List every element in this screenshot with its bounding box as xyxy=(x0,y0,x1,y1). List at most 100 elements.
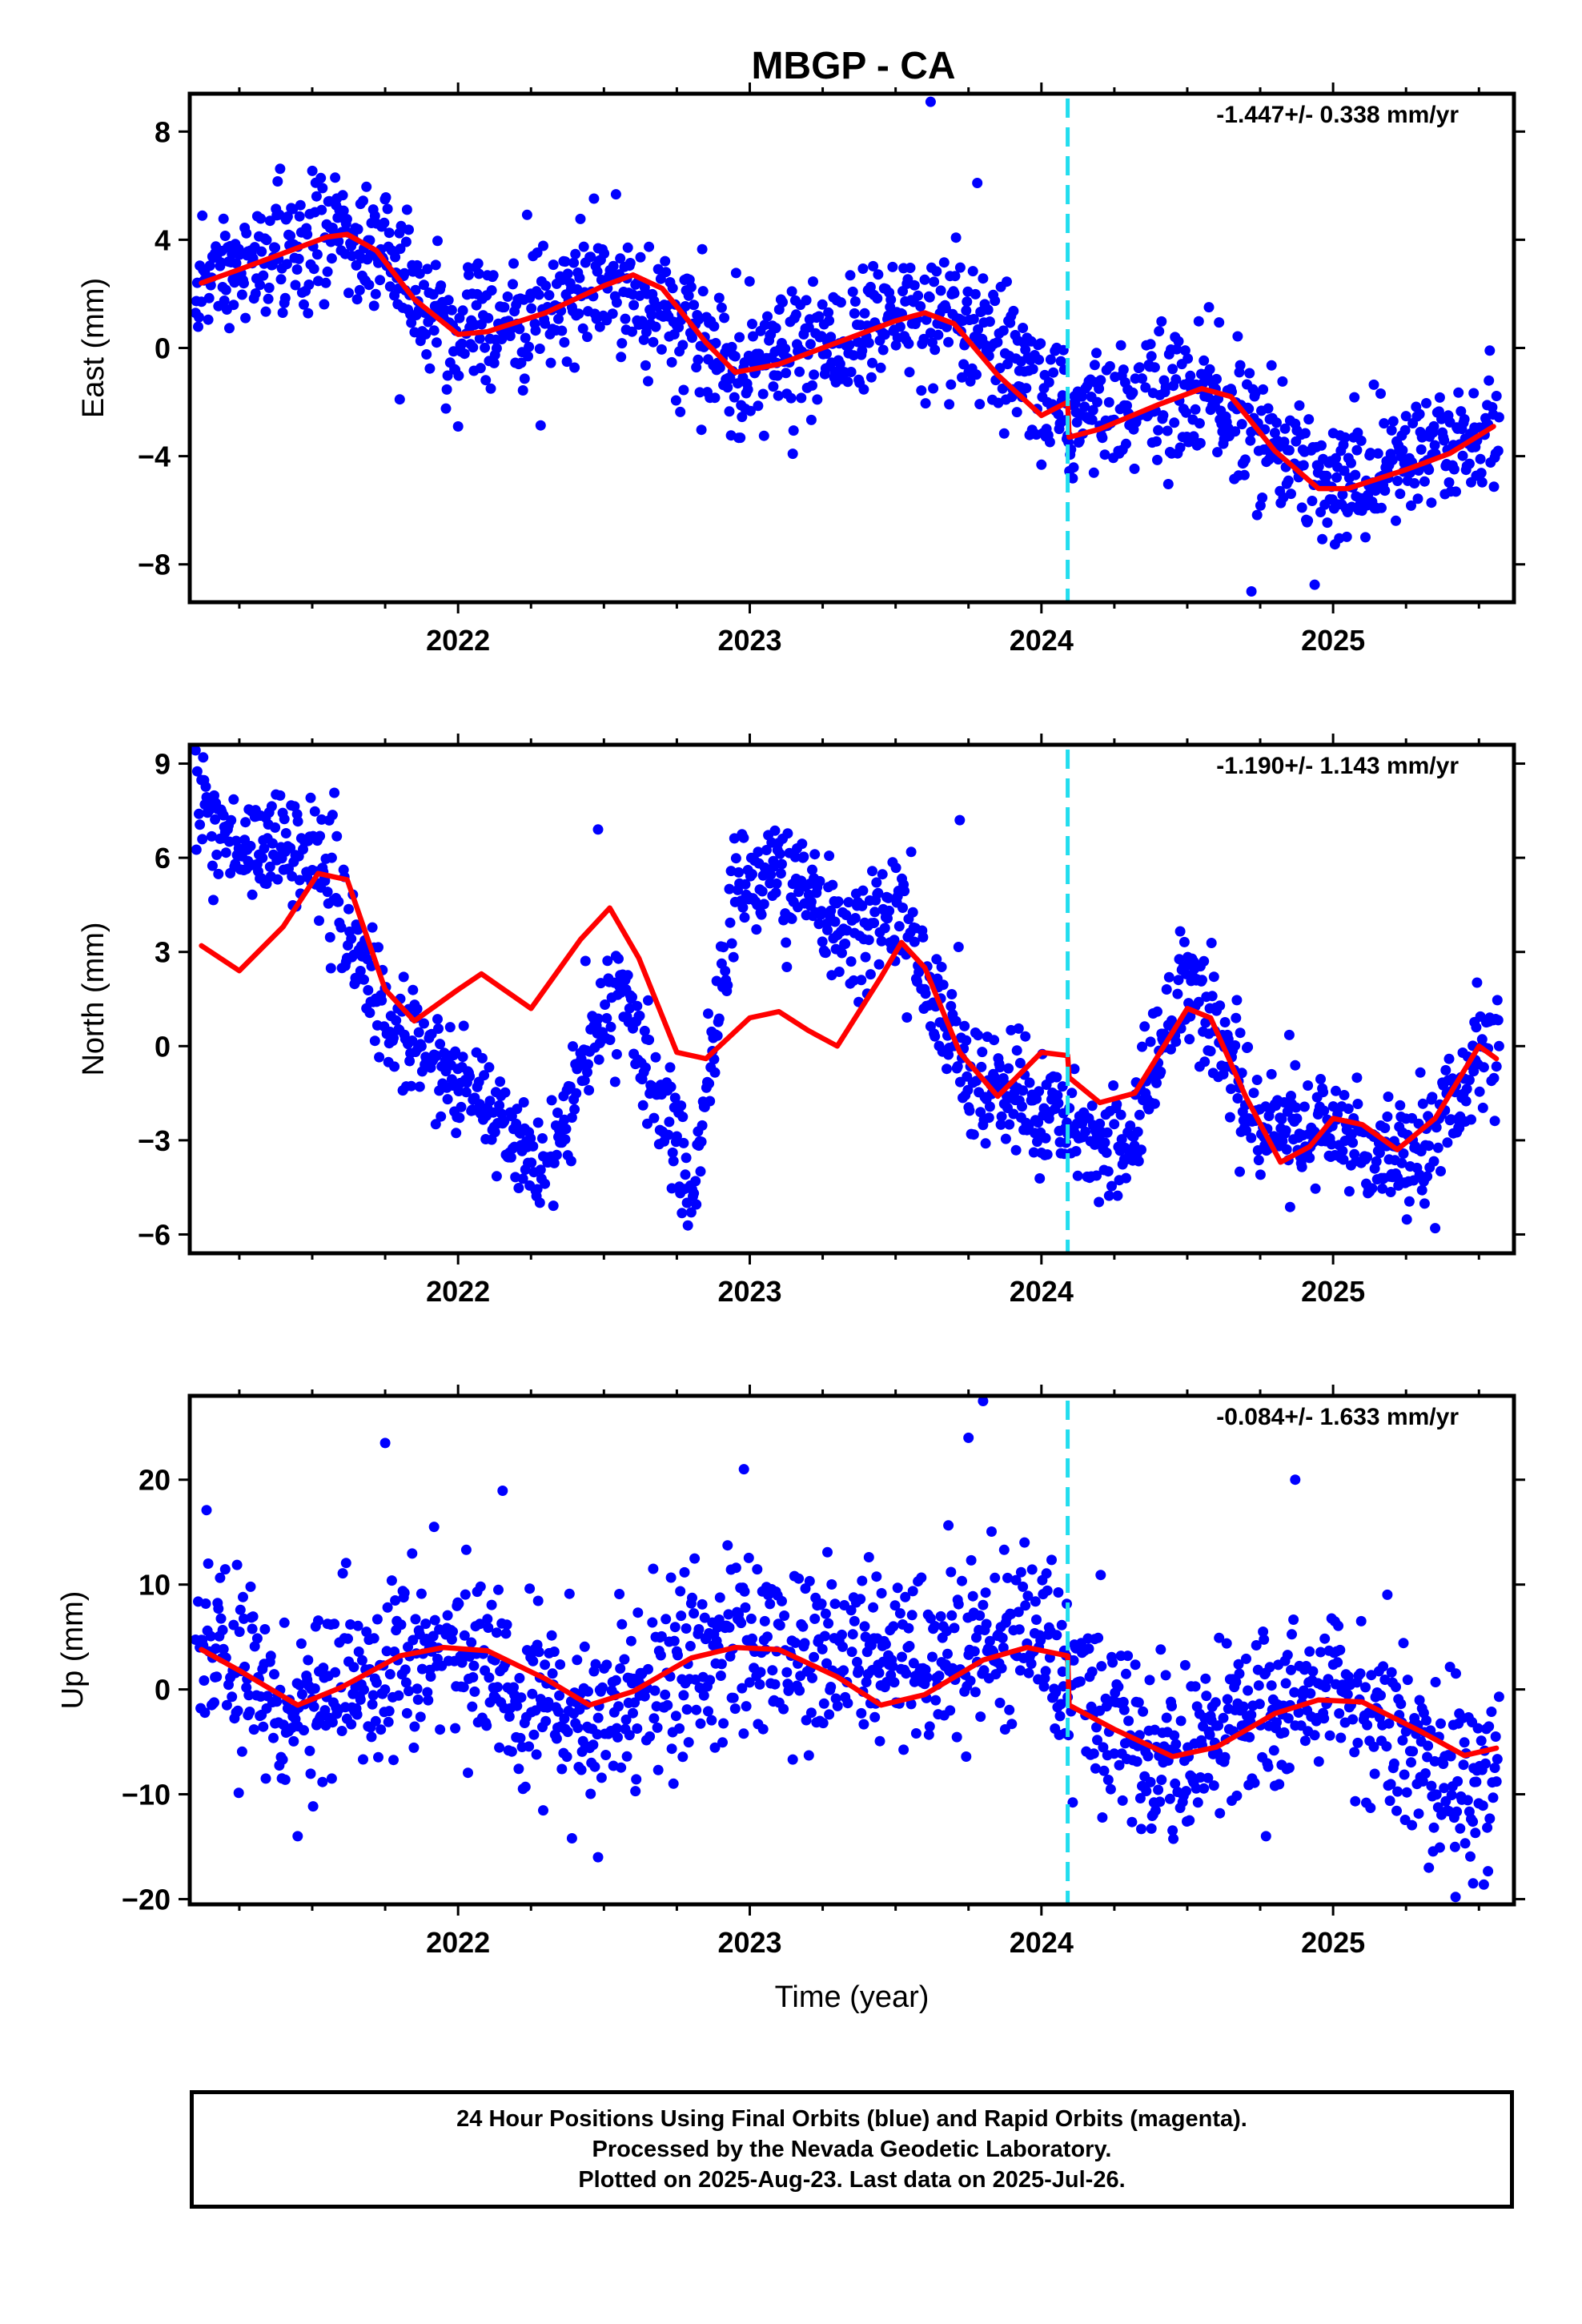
north-point xyxy=(517,1173,528,1184)
up-point xyxy=(589,1761,600,1772)
east-point xyxy=(903,338,914,349)
up-point xyxy=(1406,1757,1416,1768)
north-point xyxy=(837,947,847,959)
east-point xyxy=(1129,463,1140,474)
up-point xyxy=(1092,1735,1102,1746)
up-point xyxy=(990,1572,1001,1583)
north-point xyxy=(1197,975,1207,986)
east-point xyxy=(337,190,348,201)
up-point xyxy=(1320,1682,1331,1693)
up-point xyxy=(1134,1793,1146,1803)
up-point xyxy=(900,1591,911,1602)
north-point xyxy=(728,951,739,963)
up-point xyxy=(820,1608,831,1619)
east-point xyxy=(970,288,981,300)
north-point xyxy=(534,1197,545,1208)
north-point xyxy=(1491,1061,1502,1072)
north-point xyxy=(782,828,793,839)
north-point xyxy=(1115,1109,1126,1120)
north-point xyxy=(1415,1067,1426,1078)
east-point xyxy=(608,260,619,271)
east-y-tick-label: 0 xyxy=(155,332,171,365)
north-point xyxy=(535,1164,546,1176)
north-point xyxy=(984,1101,995,1112)
up-point xyxy=(244,1707,255,1717)
east-point xyxy=(1257,493,1268,503)
east-point xyxy=(302,229,313,240)
up-point xyxy=(946,1610,958,1621)
east-point xyxy=(842,376,853,388)
north-point xyxy=(1395,1100,1406,1111)
north-point xyxy=(996,1111,1007,1122)
up-point xyxy=(781,1667,793,1678)
north-point xyxy=(1069,1063,1080,1075)
east-point xyxy=(694,387,705,398)
up-point xyxy=(705,1675,716,1686)
up-point xyxy=(1446,1790,1457,1800)
east-point xyxy=(913,290,924,301)
up-point xyxy=(930,1621,941,1631)
up-point xyxy=(1233,1659,1244,1670)
east-point xyxy=(1002,276,1012,287)
east-point xyxy=(1092,396,1102,408)
north-point xyxy=(1215,1000,1226,1011)
north-point xyxy=(816,906,827,917)
up-point xyxy=(566,1833,577,1844)
north-point xyxy=(565,1156,576,1167)
north-point xyxy=(913,967,925,978)
up-point xyxy=(562,1727,573,1738)
north-point xyxy=(566,1112,577,1123)
east-point xyxy=(395,243,406,255)
up-point xyxy=(269,1669,279,1680)
up-point xyxy=(949,1622,960,1634)
east-point xyxy=(1232,331,1243,342)
up-point xyxy=(468,1660,480,1671)
north-y-tick-label: −3 xyxy=(138,1124,171,1157)
up-point xyxy=(1088,1748,1099,1759)
up-point xyxy=(898,1744,909,1755)
north-rate-label: -1.190+/- 1.143 mm/yr xyxy=(1216,753,1459,779)
north-point xyxy=(1243,1042,1254,1052)
east-point xyxy=(1294,400,1305,411)
east-point xyxy=(943,336,954,348)
north-point xyxy=(640,1062,651,1073)
east-point xyxy=(982,304,994,316)
north-x-tick-label: 2025 xyxy=(1301,1275,1365,1308)
east-point xyxy=(419,279,429,291)
east-point xyxy=(307,165,318,176)
east-point xyxy=(463,262,473,273)
north-point xyxy=(1476,1034,1488,1045)
north-point xyxy=(1423,1140,1435,1152)
up-point xyxy=(1121,1668,1131,1679)
north-point xyxy=(376,995,387,1006)
up-point xyxy=(348,1662,359,1673)
east-point xyxy=(1448,464,1460,475)
north-point xyxy=(1155,1066,1166,1077)
up-point xyxy=(689,1608,700,1619)
up-point xyxy=(847,1629,858,1640)
chart-title: MBGP - CA xyxy=(751,45,955,87)
north-point xyxy=(1343,1186,1355,1197)
east-point xyxy=(1387,455,1398,465)
north-point xyxy=(1362,1152,1373,1163)
east-point xyxy=(442,370,453,381)
up-point xyxy=(559,1713,570,1724)
up-point xyxy=(483,1622,494,1633)
up-point xyxy=(515,1732,526,1743)
north-point xyxy=(860,951,871,963)
north-point xyxy=(1133,1156,1144,1167)
east-point xyxy=(432,235,443,247)
east-point xyxy=(270,242,281,253)
north-point xyxy=(1230,1040,1241,1051)
up-point xyxy=(243,1690,255,1701)
up-point xyxy=(327,1717,338,1728)
east-point xyxy=(290,279,301,291)
north-point xyxy=(757,886,768,897)
up-point xyxy=(892,1582,903,1594)
north-point xyxy=(1488,1072,1500,1084)
north-point xyxy=(720,966,731,976)
east-point xyxy=(404,224,414,235)
east-point xyxy=(358,195,368,207)
north-point xyxy=(1371,1156,1382,1167)
north-point xyxy=(292,816,303,827)
